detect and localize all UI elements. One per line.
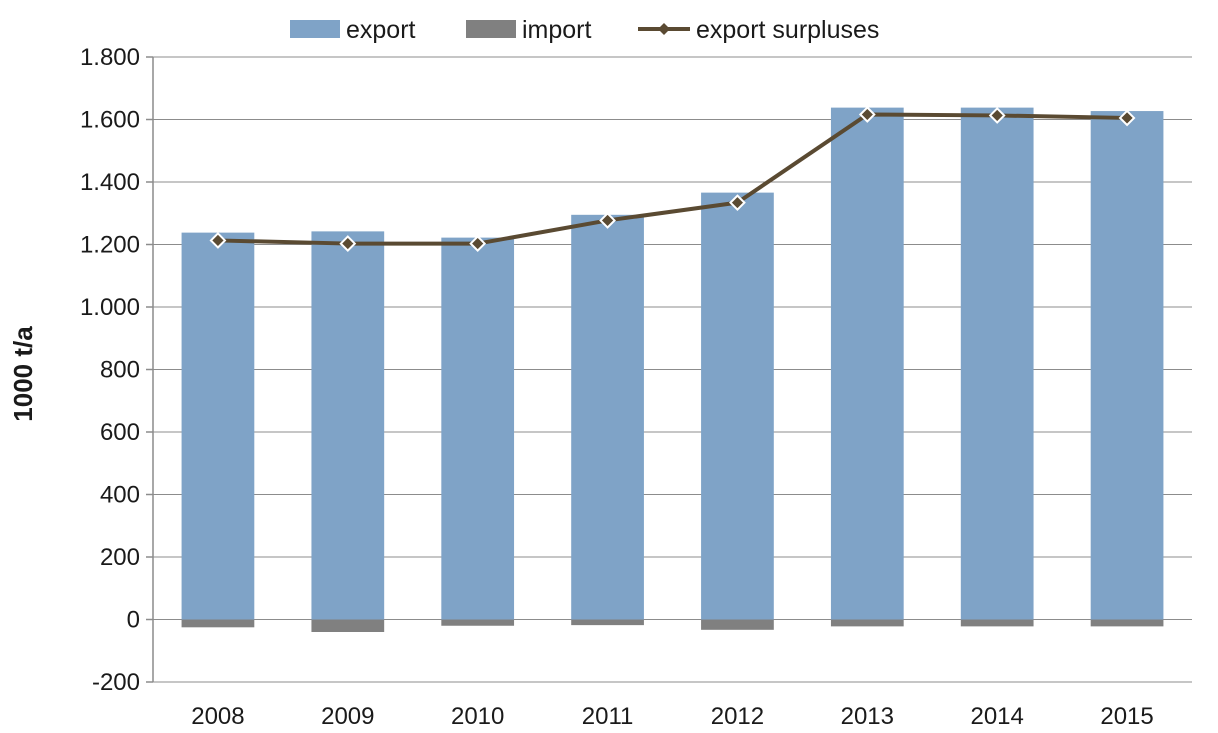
- bar-import-2013: [830, 619, 904, 627]
- bar-export-2008: [181, 232, 255, 620]
- x-tick-label: 2008: [191, 703, 244, 730]
- y-tick-label: 1.400: [80, 169, 140, 196]
- point-export-surpluses-2013: [858, 106, 876, 123]
- line-layer: [209, 106, 1136, 252]
- bar-import-2009: [311, 619, 385, 632]
- legend-marker: [658, 23, 670, 35]
- legend-swatch: [466, 20, 516, 38]
- legend-swatch: [290, 20, 340, 38]
- bar-import-2010: [441, 619, 515, 626]
- y-tick-label: 800: [100, 357, 140, 384]
- point-export-surpluses-2012: [729, 194, 746, 212]
- point-export-surpluses-2010: [469, 235, 487, 252]
- y-tick-label: 0: [127, 607, 140, 634]
- bar-export-2011: [571, 214, 644, 620]
- point-export-surpluses-2014: [988, 107, 1006, 124]
- point-export-surpluses-2009: [339, 235, 357, 252]
- point-export-surpluses-2011: [599, 212, 616, 229]
- y-tick-label: 600: [100, 419, 140, 446]
- y-tick-labels: 1.800 1.600 1.400 1.200 1.000 800 600 400 200 0 -2…: [80, 44, 140, 696]
- line-export-surpluses: [217, 112, 1128, 246]
- legend-label: import: [522, 16, 592, 44]
- x-tick-label: 2013: [841, 703, 894, 730]
- bar-import-2014: [960, 619, 1034, 627]
- x-tick-label: 2012: [711, 703, 764, 730]
- y-tick-label: 1.600: [80, 107, 140, 134]
- point-export-surpluses-2008: [209, 232, 227, 249]
- bar-export-2010: [441, 237, 515, 620]
- bar-import-2008: [181, 619, 255, 628]
- bar-export-2012: [701, 192, 774, 620]
- bar-export-2014: [960, 107, 1034, 620]
- gridlines: [153, 56, 1192, 683]
- legend: export import export surpluses: [290, 16, 879, 44]
- x-tick-label: 2011: [582, 703, 634, 730]
- y-axis-title: 1000 t/a: [8, 326, 38, 422]
- x-tick-label: 2014: [970, 703, 1023, 730]
- bars: [181, 107, 1164, 632]
- y-tick-label: -200: [92, 669, 140, 696]
- x-tick-label: 2009: [321, 703, 374, 730]
- bar-export-2009: [311, 231, 385, 620]
- bar-export-2015: [1090, 111, 1164, 620]
- bar-export-2013: [830, 107, 904, 620]
- x-tick-labels: 2008 2009 2010 2011 2012 2013 2014 2015: [191, 703, 1154, 730]
- x-tick-label: 2015: [1100, 703, 1153, 730]
- legend-label: export: [346, 16, 416, 44]
- point-export-surpluses-2015: [1118, 109, 1136, 127]
- axes: [146, 56, 154, 683]
- bar-import-2015: [1090, 619, 1164, 627]
- x-tick-label: 2010: [451, 703, 504, 730]
- legend-item-import: import: [466, 16, 592, 44]
- bar-import-2011: [571, 619, 644, 626]
- y-tick-label: 1.000: [80, 294, 140, 321]
- legend-item-export: export: [290, 16, 416, 44]
- y-tick-label: 1.800: [80, 44, 140, 71]
- y-tick-label: 200: [100, 544, 140, 571]
- legend-label: export surpluses: [696, 16, 879, 44]
- legend-item-export-surpluses: export surpluses: [638, 16, 879, 44]
- y-tick-label: 400: [100, 482, 140, 509]
- bar-import-2012: [701, 619, 774, 630]
- y-tick-label: 1.200: [80, 232, 140, 259]
